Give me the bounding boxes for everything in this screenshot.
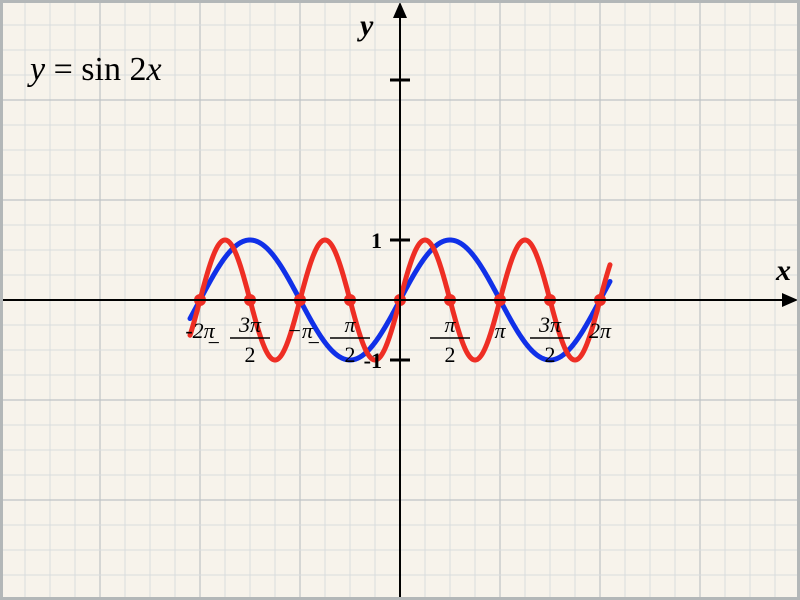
x-tick-label: π [494, 318, 506, 343]
svg-text:−: − [308, 330, 320, 355]
svg-text:3π: 3π [238, 312, 262, 337]
svg-text:π: π [344, 312, 356, 337]
svg-text:2: 2 [545, 342, 556, 367]
svg-text:2: 2 [445, 342, 456, 367]
sine-chart: yx1-1-2π−3π2−π−π2π2π3π22πy = sin 2x [0, 0, 800, 600]
svg-text:2: 2 [245, 342, 256, 367]
x-axis-label: x [775, 254, 791, 287]
x-tick-label: 2π [589, 318, 612, 343]
svg-text:π: π [444, 312, 456, 337]
y-axis-label: y [357, 9, 374, 42]
y-tick-label: -1 [364, 348, 382, 373]
svg-text:3π: 3π [538, 312, 562, 337]
svg-text:2: 2 [345, 342, 356, 367]
equation-label: y = sin 2x [27, 51, 162, 88]
svg-text:−: − [208, 330, 220, 355]
y-tick-label: 1 [371, 228, 382, 253]
